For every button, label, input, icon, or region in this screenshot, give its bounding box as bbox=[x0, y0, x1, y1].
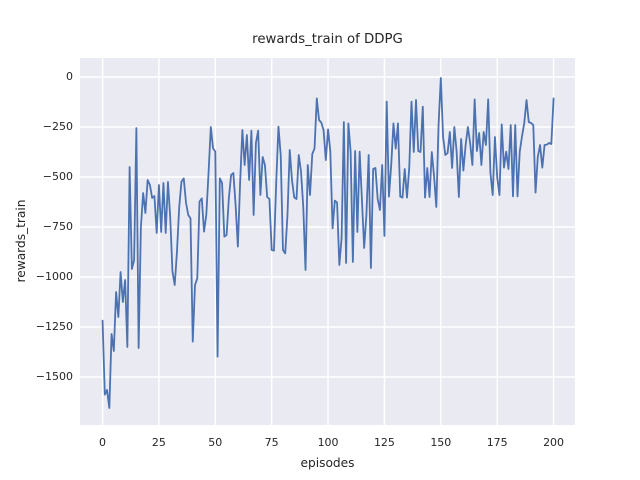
x-tick-label: 75 bbox=[264, 436, 279, 449]
y-tick-label: −1250 bbox=[35, 320, 73, 333]
y-tick-label: 0 bbox=[66, 70, 73, 83]
x-tick-label: 100 bbox=[317, 436, 339, 449]
y-tick-label: −1000 bbox=[35, 270, 73, 283]
y-tick-label: −1500 bbox=[35, 370, 73, 383]
x-axis-label: episodes bbox=[300, 456, 355, 470]
x-tick-label: 25 bbox=[151, 436, 166, 449]
plot-area bbox=[80, 58, 575, 425]
series-rewards_train bbox=[101, 77, 555, 409]
x-tick-label: 125 bbox=[373, 436, 395, 449]
y-axis-label: rewards_train bbox=[14, 199, 28, 283]
y-tick-label: −250 bbox=[42, 120, 73, 133]
x-tick-label: 150 bbox=[430, 436, 452, 449]
y-tick-label: −750 bbox=[42, 220, 73, 233]
y-tick-label: −500 bbox=[42, 170, 73, 183]
reward-line bbox=[101, 77, 555, 409]
gridlines bbox=[80, 58, 575, 425]
chart-title: rewards_train of DDPG bbox=[252, 32, 403, 47]
x-tick-label: 175 bbox=[486, 436, 508, 449]
x-tick-label: 200 bbox=[543, 436, 565, 449]
x-tick-label: 0 bbox=[99, 436, 107, 449]
plot-svg bbox=[80, 58, 575, 425]
x-tick-label: 50 bbox=[208, 436, 223, 449]
